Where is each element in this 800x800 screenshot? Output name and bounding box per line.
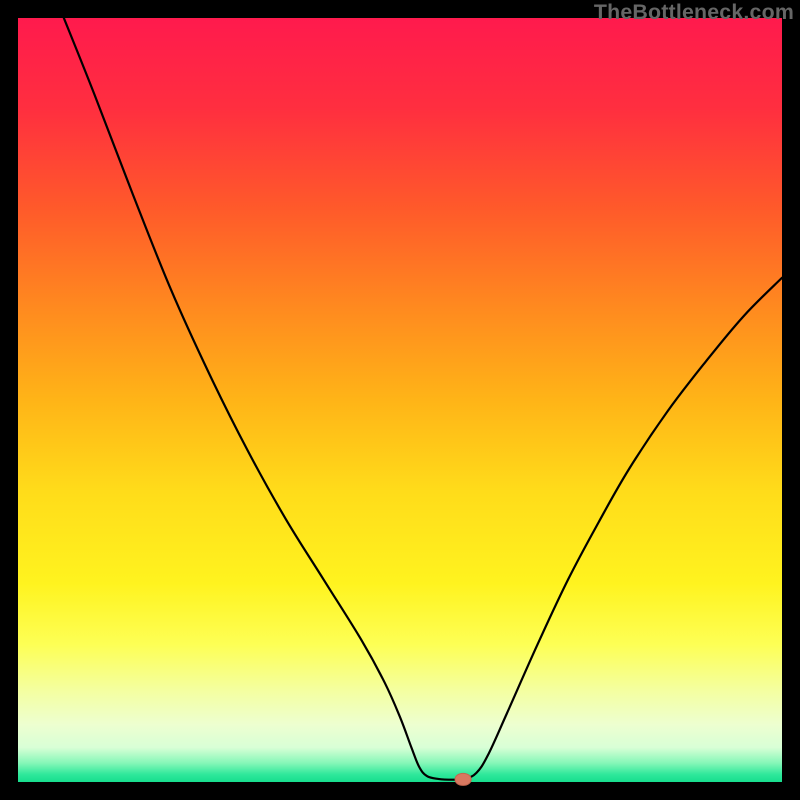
outer-frame: TheBottleneck.com xyxy=(0,0,800,800)
optimum-marker xyxy=(455,773,472,785)
plot-area xyxy=(18,18,782,782)
curve-layer xyxy=(18,18,782,782)
bottleneck-curve xyxy=(64,18,782,780)
watermark-text: TheBottleneck.com xyxy=(594,0,794,25)
